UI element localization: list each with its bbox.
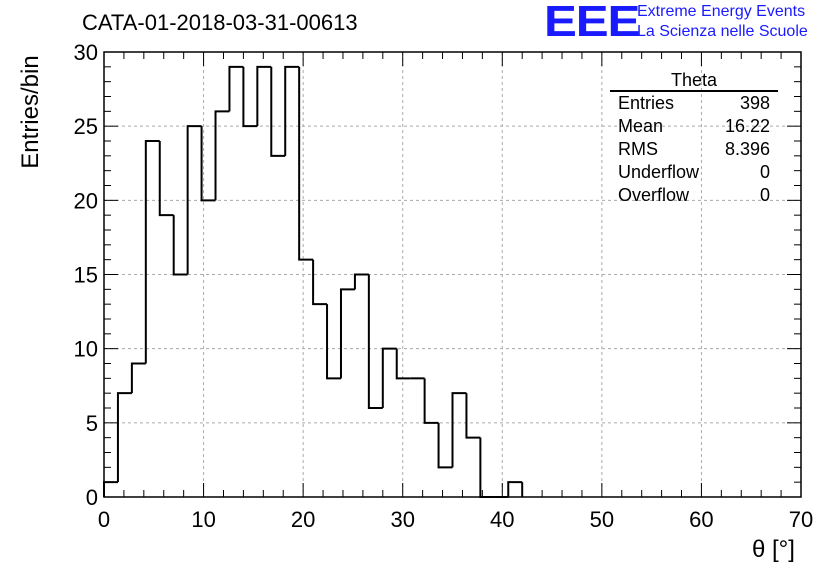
stats-box: Theta Entries 398 Mean 16.22 RMS 8.396 Unde… <box>610 70 778 207</box>
histogram-bin <box>339 288 355 379</box>
stats-row-entries: Entries 398 <box>610 92 778 115</box>
x-tick-label: 30 <box>390 507 414 532</box>
histogram-bin <box>228 65 244 112</box>
stats-row-underflow: Underflow 0 <box>610 161 778 184</box>
x-tick-label: 40 <box>490 507 514 532</box>
stats-label: RMS <box>618 139 658 159</box>
x-tick-label: 70 <box>789 507 813 532</box>
stats-value: 0 <box>759 185 770 205</box>
histogram-bin <box>353 273 369 290</box>
y-tick-label: 25 <box>74 114 98 139</box>
histogram-bin <box>423 378 439 424</box>
stats-value: 0 <box>759 162 770 182</box>
histogram-bin <box>103 481 118 497</box>
histogram-bin <box>465 393 481 439</box>
histogram-bin <box>130 362 146 394</box>
y-tick-label: 30 <box>74 40 98 65</box>
stats-title: Theta <box>610 70 778 92</box>
y-tick-label: 15 <box>74 263 98 288</box>
chart-title: CATA-01-2018-03-31-00613 <box>82 10 358 35</box>
stats-value: 398 <box>739 93 770 113</box>
stats-row-mean: Mean 16.22 <box>610 115 778 138</box>
y-tick-label: 10 <box>74 337 98 362</box>
x-tick-label: 50 <box>590 507 614 532</box>
histogram-bin <box>312 259 328 306</box>
x-axis-title: θ [°] <box>752 536 795 563</box>
logo-caption-line2: La Scienza nelle Scuole <box>637 23 808 40</box>
histogram-bin <box>367 274 383 409</box>
histogram-bin <box>381 347 397 408</box>
plot-frame <box>103 51 802 498</box>
histogram-bin <box>326 304 341 380</box>
histogram-bin <box>144 140 160 364</box>
eee-logo: EEE <box>544 0 640 46</box>
x-tick-label: 10 <box>191 507 215 532</box>
histogram-bin <box>158 141 174 217</box>
y-tick-label: 0 <box>86 485 98 510</box>
histogram-bin <box>242 66 258 128</box>
stats-label: Underflow <box>618 162 700 182</box>
y-tick-label: 20 <box>74 188 98 213</box>
stats-value: 8.396 <box>724 139 770 159</box>
histogram-bin <box>298 66 314 261</box>
histogram-bin <box>172 215 188 276</box>
histogram-bin <box>116 392 132 483</box>
stats-value: 16.22 <box>724 116 770 136</box>
histogram-bin <box>451 392 467 468</box>
x-tick-label: 0 <box>98 507 110 532</box>
logo-caption-line1: Extreme Energy Events <box>637 3 806 20</box>
stats-label: Overflow <box>618 185 690 205</box>
y-axis-title: Entries/bin <box>17 55 44 169</box>
x-tick-label: 20 <box>291 507 315 532</box>
histogram-bin <box>284 65 300 156</box>
logo-caption: Extreme Energy Events La Scienza nelle S… <box>637 2 808 42</box>
histogram-bin <box>395 348 411 380</box>
histogram-bin <box>479 437 495 498</box>
x-tick-label: 60 <box>689 507 713 532</box>
histogram-bin <box>507 481 523 497</box>
histogram-bin <box>214 110 230 201</box>
histogram-bin <box>270 66 286 157</box>
stats-row-rms: RMS 8.396 <box>610 138 778 161</box>
histogram-bin <box>437 422 453 469</box>
stats-row-overflow: Overflow 0 <box>610 184 778 207</box>
y-tick-label: 5 <box>86 411 98 436</box>
histogram-bin <box>200 126 216 202</box>
stats-label: Mean <box>618 116 664 136</box>
stats-label: Entries <box>618 93 675 113</box>
histogram-bin <box>256 65 272 127</box>
histogram-bin <box>186 125 202 275</box>
